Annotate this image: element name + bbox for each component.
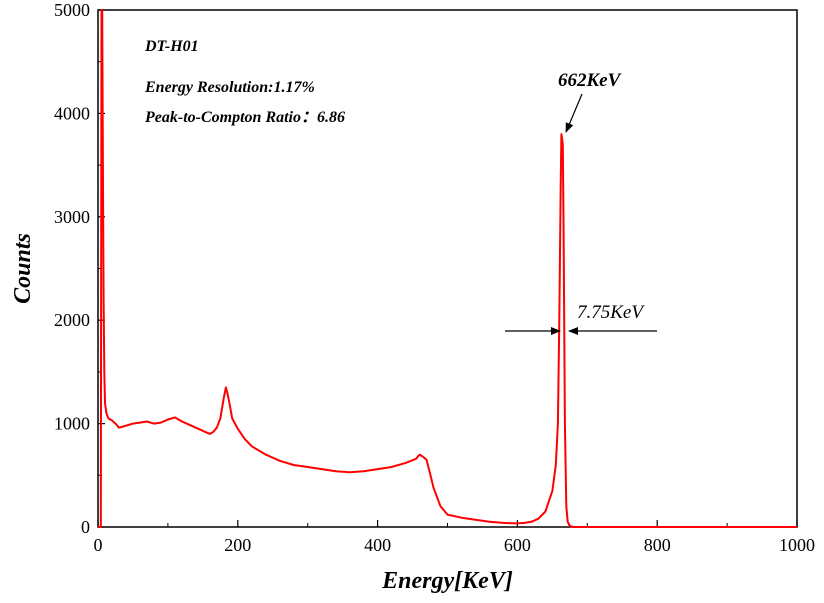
x-axis-title: Energy[KeV] xyxy=(381,568,513,594)
y-tick-label: 5000 xyxy=(54,0,90,20)
x-tick-label: 1000 xyxy=(779,535,815,555)
x-tick-label: 0 xyxy=(94,535,103,555)
peak-arrow xyxy=(565,93,583,133)
energy-resolution-annotation: Energy Resolution:1.17% xyxy=(144,79,315,96)
peak-energy-label: 662KeV xyxy=(558,70,622,91)
x-tick-label: 800 xyxy=(644,535,671,555)
detector-id-annotation: DT-H01 xyxy=(144,38,199,55)
y-tick-label: 4000 xyxy=(54,103,90,123)
y-tick-label: 2000 xyxy=(54,310,90,330)
x-tick-label: 600 xyxy=(504,535,531,555)
spectrum-series-line xyxy=(98,9,797,528)
fwhm-label: 7.75KeV xyxy=(577,302,645,323)
peak-to-compton-annotation: Peak-to-Compton Ratio：6.86 xyxy=(144,109,345,126)
y-tick-label: 1000 xyxy=(54,414,90,434)
x-tick-label: 400 xyxy=(364,535,391,555)
x-tick-label: 200 xyxy=(224,535,251,555)
y-axis-title: Counts xyxy=(10,233,36,304)
x-axis-ticks: 0 200 400 600 800 1000 xyxy=(94,520,815,555)
y-tick-label: 3000 xyxy=(54,207,90,227)
y-tick-label: 0 xyxy=(81,517,90,537)
